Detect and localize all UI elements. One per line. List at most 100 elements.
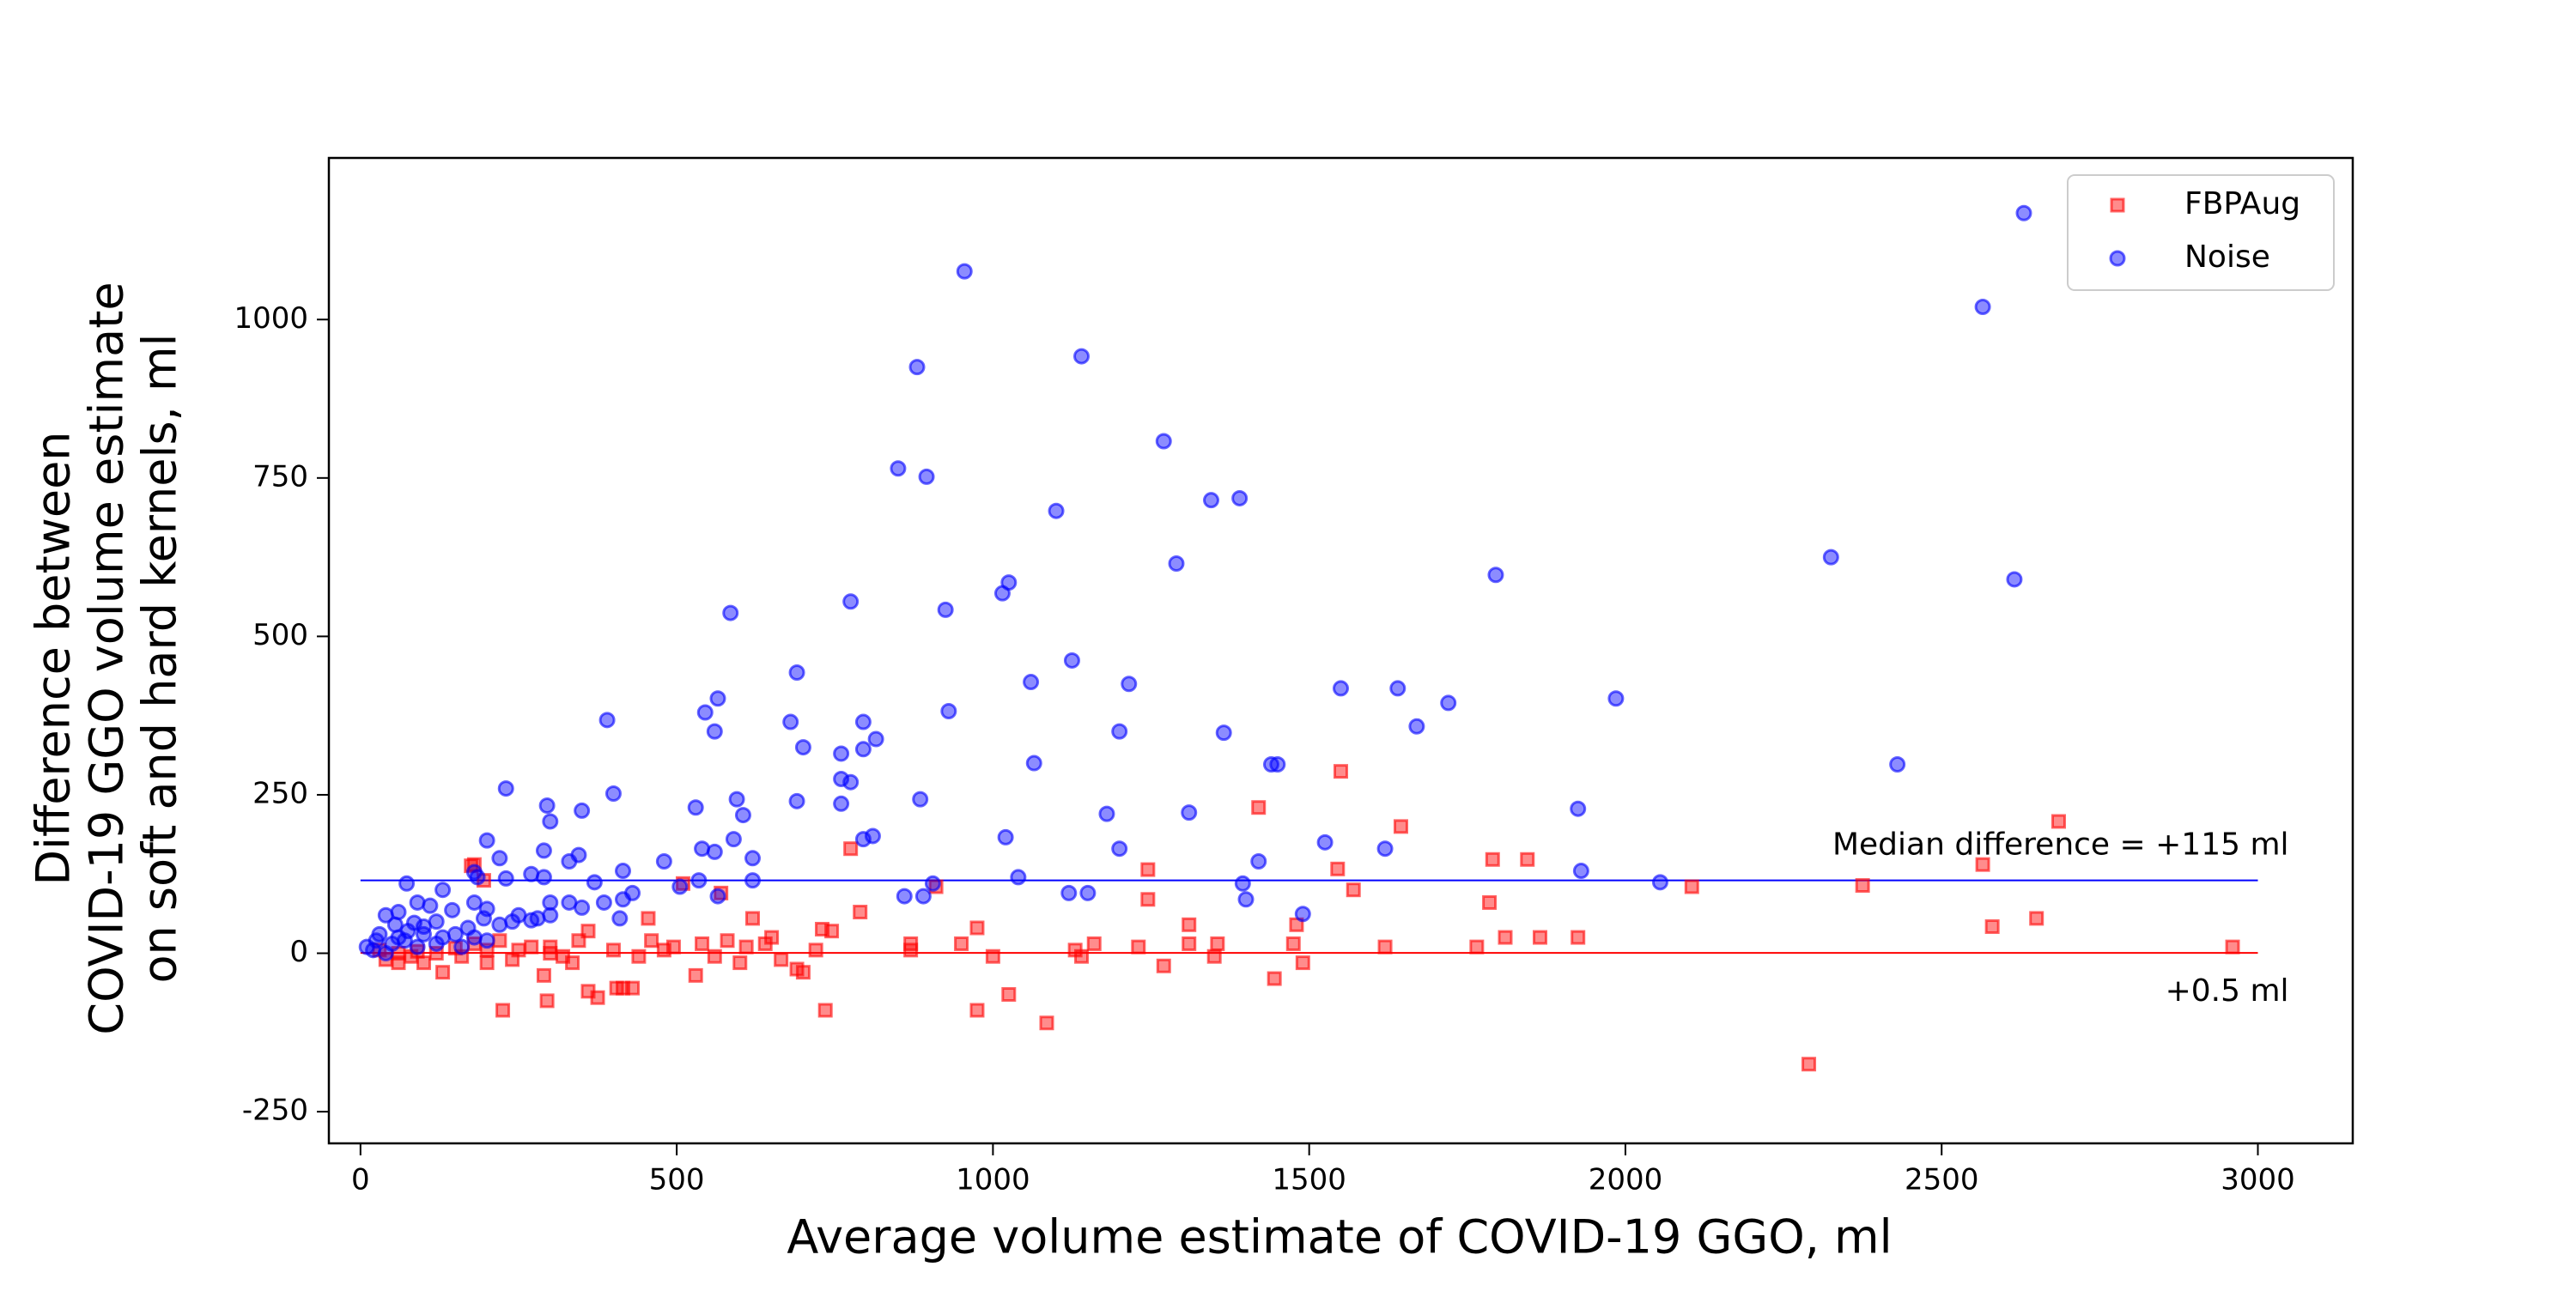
data-point [586, 874, 603, 891]
reference-label: +0.5 ml [2166, 973, 2289, 1009]
y-axis-label: COVID-19 GGO volume estimate [80, 282, 134, 1034]
data-point [492, 933, 507, 949]
legend-label: FBPAug [2184, 186, 2300, 221]
data-point [459, 919, 477, 936]
data-point [896, 888, 913, 905]
data-point [409, 938, 426, 955]
data-point [969, 920, 985, 936]
data-point [390, 929, 407, 946]
data-point [1156, 958, 1171, 973]
data-point [491, 850, 508, 867]
data-point [993, 585, 1011, 602]
data-point [465, 894, 483, 911]
data-point [1039, 1015, 1054, 1031]
data-point [985, 949, 1000, 964]
data-point [615, 891, 632, 908]
data-point [605, 942, 621, 958]
data-point [969, 1003, 985, 1018]
x-tick-label: 500 [649, 1163, 705, 1197]
data-point [2006, 571, 2023, 588]
legend-box [2067, 174, 2335, 291]
data-point [2029, 911, 2044, 926]
data-point [1570, 800, 1587, 817]
x-tick-label: 2000 [1589, 1163, 1663, 1197]
data-point [1801, 1057, 1817, 1072]
data-point [1215, 724, 1232, 742]
data-point [491, 916, 508, 933]
data-point [757, 936, 773, 951]
data-point [788, 792, 805, 809]
data-point [511, 942, 526, 958]
data-point [497, 870, 514, 887]
data-point [523, 912, 540, 929]
data-point [543, 946, 558, 961]
data-point [694, 840, 711, 858]
data-point [1111, 723, 1128, 740]
data-point [631, 949, 647, 964]
data-point [1316, 833, 1334, 851]
data-point [808, 942, 823, 958]
data-point [1333, 680, 1349, 697]
data-point [1295, 955, 1310, 971]
legend-marker [2109, 250, 2126, 267]
y-tick-label: 0 [289, 935, 308, 969]
data-point [1269, 756, 1286, 773]
data-point [903, 942, 919, 958]
data-point [665, 939, 681, 955]
data-point [479, 955, 495, 971]
data-point [1182, 936, 1197, 951]
data-point [644, 933, 659, 949]
data-point [434, 929, 452, 946]
data-point [833, 745, 850, 762]
data-point [1533, 930, 1548, 945]
data-point [914, 888, 932, 905]
data-point [1231, 489, 1249, 506]
data-point [542, 906, 559, 924]
data-point [1140, 862, 1156, 877]
data-point [918, 468, 935, 485]
data-point [1571, 930, 1586, 945]
data-point [377, 906, 394, 924]
data-point [434, 882, 452, 899]
data-point [415, 918, 432, 936]
data-point [1023, 674, 1040, 691]
data-point [997, 828, 1014, 846]
data-point [1210, 936, 1225, 951]
data-point [524, 939, 539, 955]
y-tick-label: 750 [252, 459, 308, 494]
reference-label: Median difference = +115 ml [1832, 827, 2289, 863]
y-tick-label: 250 [252, 776, 308, 810]
data-point [912, 791, 929, 808]
data-point [1140, 892, 1156, 907]
data-point [495, 1003, 511, 1018]
data-point [605, 785, 622, 802]
data-point [867, 730, 884, 748]
data-point [1377, 939, 1393, 955]
data-point [794, 739, 811, 756]
data-point [595, 894, 612, 911]
data-point [444, 901, 461, 918]
data-point [1607, 690, 1625, 707]
data-point [497, 780, 514, 797]
data-point [435, 965, 451, 980]
data-point [1063, 652, 1080, 669]
data-point [1393, 819, 1408, 834]
data-point [734, 807, 751, 824]
data-point [478, 932, 495, 949]
x-tick-label: 1500 [1272, 1163, 1346, 1197]
data-point [1469, 939, 1485, 955]
x-tick-label: 1000 [956, 1163, 1030, 1197]
data-point [571, 933, 586, 949]
data-point [1086, 936, 1102, 951]
data-point [908, 359, 926, 376]
data-point [1498, 930, 1513, 945]
data-point [671, 878, 689, 895]
data-point [1684, 879, 1699, 894]
x-tick-label: 0 [351, 1163, 370, 1197]
data-point [690, 872, 708, 889]
x-axis-label: Average volume estimate of COVID-19 GGO,… [787, 1210, 1892, 1264]
data-point [1234, 875, 1251, 892]
y-tick-label: 500 [252, 618, 308, 652]
data-point [788, 664, 805, 681]
